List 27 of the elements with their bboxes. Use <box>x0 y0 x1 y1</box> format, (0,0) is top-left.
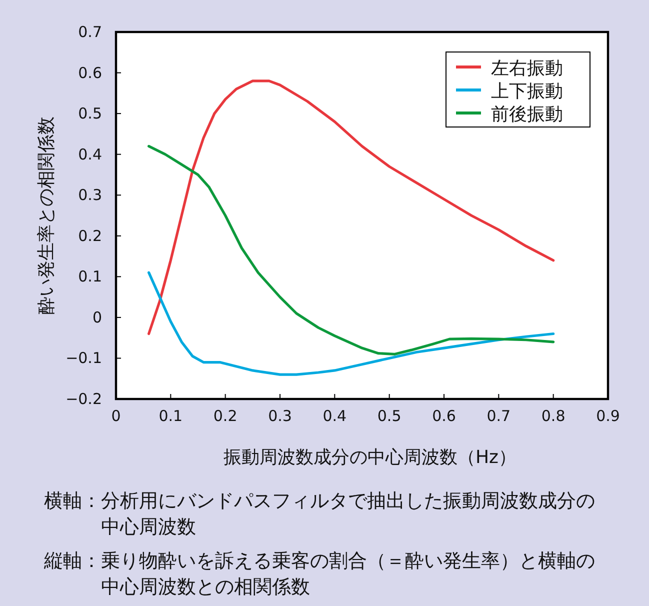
x-tick-label: 0.7 <box>486 407 511 425</box>
text: 横軸：分析用にバンドパスフィルタで抽出した振動周波数成分の中心周波数 <box>44 489 596 540</box>
y-tick-label: 0.6 <box>78 64 102 82</box>
y-tick-label: 0.5 <box>78 104 102 123</box>
x-tick-label: 0.9 <box>596 407 620 425</box>
x-tick-label: 0 <box>111 407 121 425</box>
x-tick-label: 0.2 <box>213 407 238 425</box>
x-axis-title: 振動周波数成分の中心周波数（Hz） <box>224 447 516 468</box>
x-tick-label: 0.3 <box>268 407 292 425</box>
text: 縦軸：乗り物酔いを訴える乗客の割合（＝酔い発生率）と横軸の中心周波数との相関係数 <box>44 549 596 600</box>
legend-label: 前後振動 <box>491 104 563 125</box>
x-tick-label: 0.4 <box>322 407 347 425</box>
x-tick-label: 0.6 <box>432 407 456 425</box>
y-tick-label: 0.4 <box>78 145 102 164</box>
legend-label: 上下振動 <box>491 81 563 102</box>
y-tick-label: 0 <box>92 308 102 326</box>
y-tick-label: −0.2 <box>66 390 102 408</box>
y-tick-label: 0.3 <box>78 186 102 204</box>
legend-label: 左右振動 <box>491 58 563 79</box>
x-tick-label: 0.1 <box>158 407 183 425</box>
y-tick-label: 0.2 <box>78 226 102 245</box>
x-tick-label: 0.5 <box>377 407 402 425</box>
y-tick-label: 0.1 <box>78 268 102 286</box>
y-tick-label: −0.1 <box>66 349 102 368</box>
y-axis-title: 酔い発生率との相関係数 <box>36 116 57 314</box>
x-tick-label: 0.8 <box>541 407 566 425</box>
y-tick-label: 0.7 <box>78 23 102 41</box>
